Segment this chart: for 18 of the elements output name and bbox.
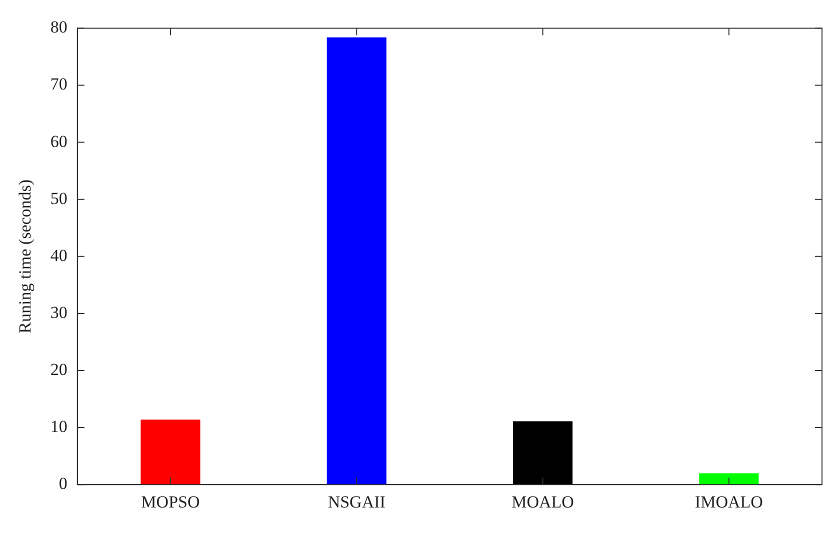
y-tick-label: 30 [50,302,68,322]
y-tick-label: 10 [50,417,68,436]
bar [512,421,573,485]
x-tick-label: IMOALO [694,492,763,512]
y-axis-title: Runing time (seconds) [16,179,35,334]
y-tick-label: 60 [50,132,68,151]
x-tick-label: NSGAII [328,492,386,512]
y-tick-label: 70 [50,74,68,94]
bar [140,420,200,485]
y-tick-label: 20 [50,360,68,379]
y-tick-label: 80 [50,18,68,37]
y-tick-label: 0 [58,474,68,494]
x-tick-label: MOALO [512,492,574,512]
bar [326,37,386,485]
y-tick-label: 40 [50,246,68,265]
y-tick-label: 50 [50,188,68,208]
x-tick-label: MOPSO [141,492,200,512]
bar [699,473,759,485]
